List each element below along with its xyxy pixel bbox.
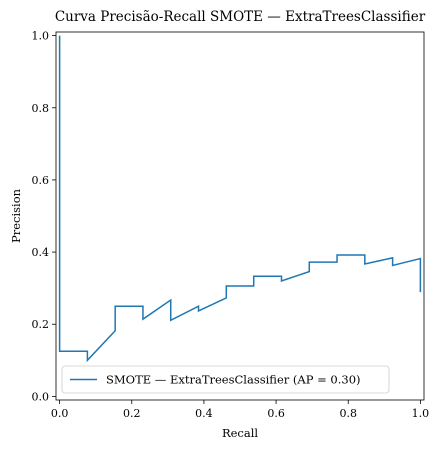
y-tick-label: 0.8 xyxy=(32,102,50,115)
x-axis-label: Recall xyxy=(222,426,258,440)
legend-box xyxy=(61,365,390,394)
y-tick-label: 1.0 xyxy=(32,30,50,43)
series-line xyxy=(58,35,422,363)
y-tick-label: 0.4 xyxy=(32,246,50,259)
chart-title: Curva Precisão-Recall SMOTE — ExtraTrees… xyxy=(55,9,426,25)
x-tick-label: 0.4 xyxy=(195,407,213,420)
x-tick-label: 1.0 xyxy=(412,407,430,420)
x-axis: 0.0 0.2 0.4 0.6 0.8 1.0 xyxy=(51,400,429,420)
y-tick-label: 0.0 xyxy=(32,390,50,403)
y-tick-label: 0.2 xyxy=(32,318,50,331)
y-axis-label: Precision xyxy=(9,188,23,243)
x-tick-label: 0.2 xyxy=(123,407,141,420)
legend: SMOTE — ExtraTreesClassifier (AP = 0.30) xyxy=(61,365,390,394)
y-tick-label: 0.6 xyxy=(32,174,50,187)
x-tick-label: 0.6 xyxy=(267,407,285,420)
legend-entry: SMOTE — ExtraTreesClassifier (AP = 0.30) xyxy=(106,373,361,387)
x-tick-label: 0.8 xyxy=(339,407,357,420)
x-tick-label: 0.0 xyxy=(51,407,69,420)
plot-area xyxy=(55,31,425,401)
y-axis: 0.0 0.2 0.4 0.6 0.8 1.0 xyxy=(32,30,56,403)
